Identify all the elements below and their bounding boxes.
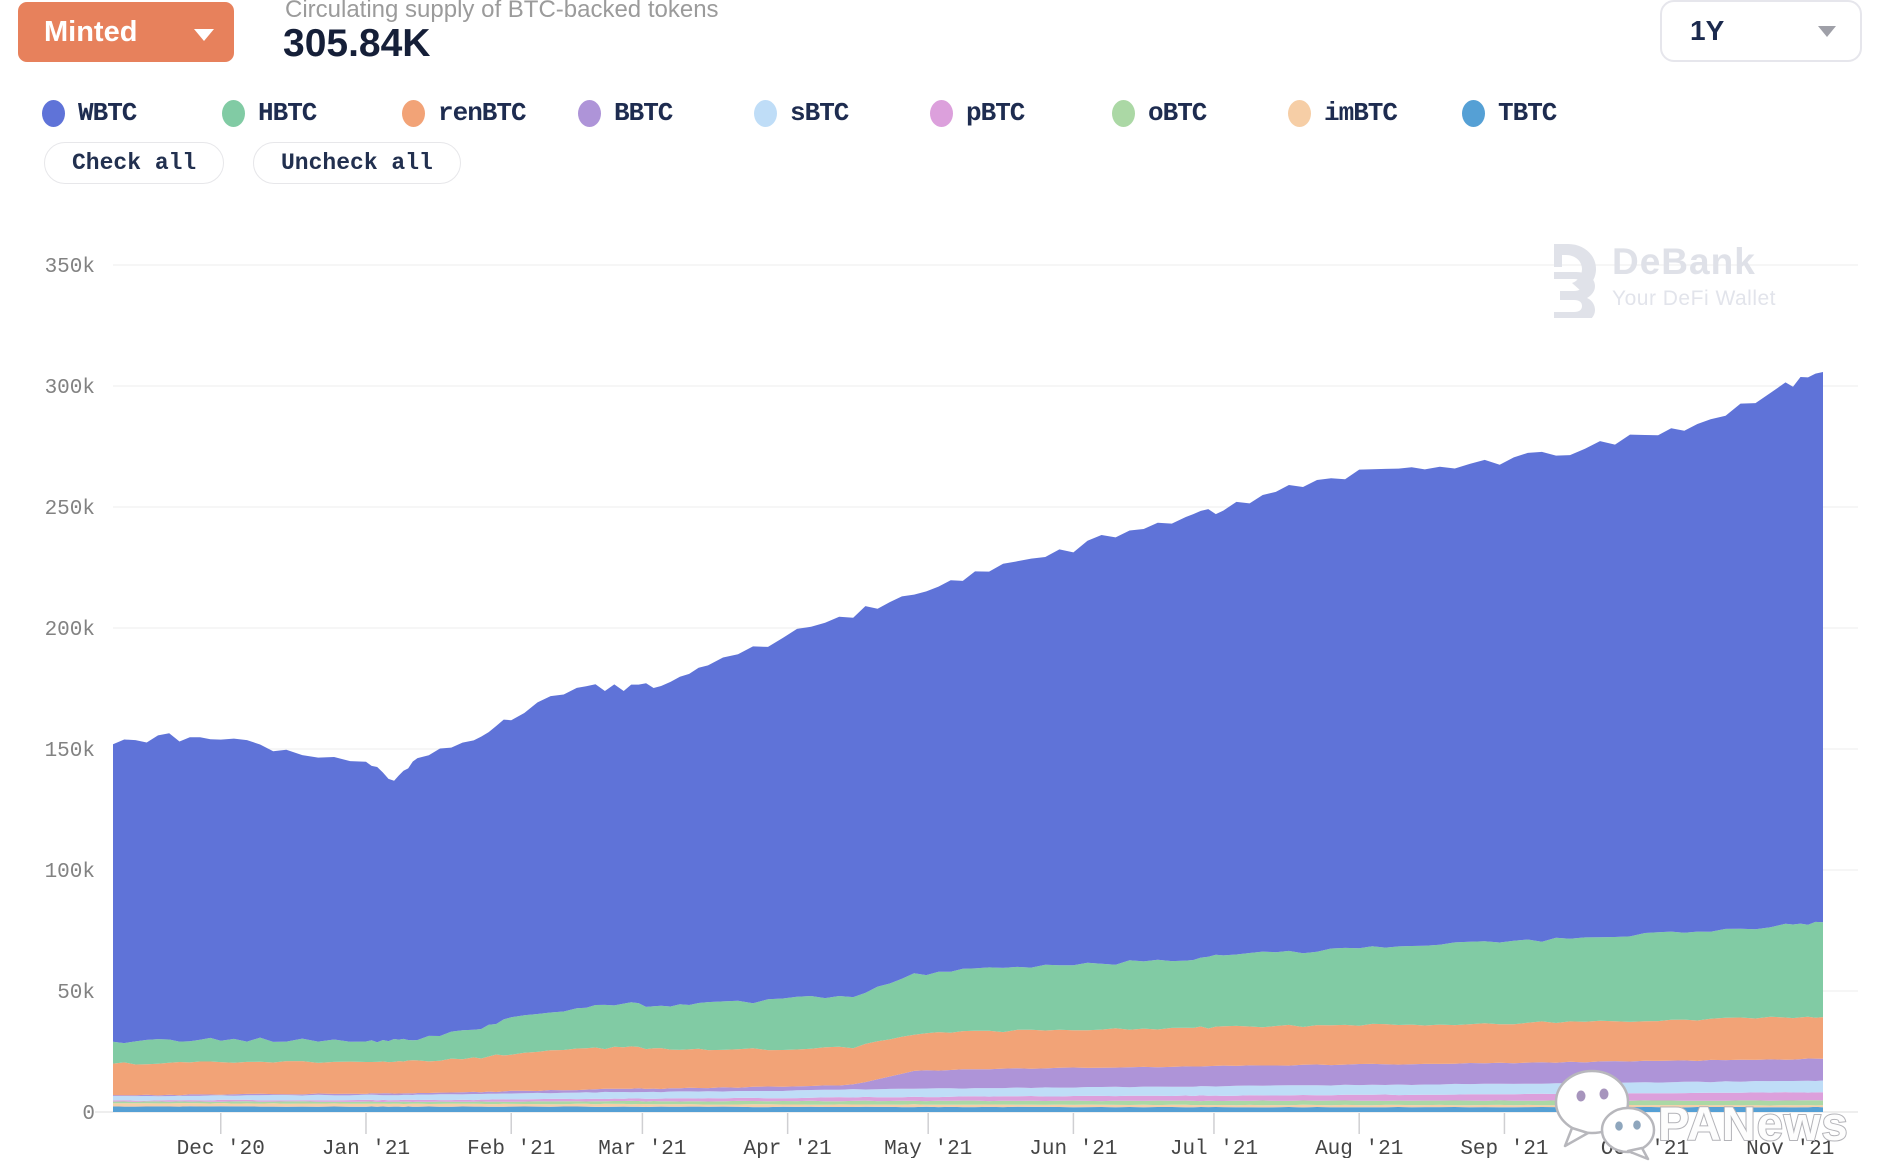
legend-dot-icon bbox=[930, 99, 953, 127]
x-tick-label: Apr '21 bbox=[744, 1138, 832, 1158]
y-tick-label: 300k bbox=[45, 377, 95, 400]
legend-dot-icon bbox=[222, 99, 245, 127]
legend-item-obtc[interactable]: oBTC bbox=[1112, 92, 1207, 134]
debank-watermark: DeBank Your DeFi Wallet bbox=[1546, 241, 1777, 318]
debank-subtitle: Your DeFi Wallet bbox=[1612, 287, 1777, 310]
y-tick-label: 200k bbox=[45, 619, 95, 642]
uncheck-all-button[interactable]: Uncheck all bbox=[253, 142, 461, 184]
panews-watermark-text: PANews bbox=[1658, 1097, 1849, 1150]
legend-dot-icon bbox=[1462, 99, 1485, 127]
legend-item-pbtc[interactable]: pBTC bbox=[930, 92, 1025, 134]
x-tick-label: Dec '20 bbox=[177, 1138, 265, 1158]
legend-dot-icon bbox=[754, 99, 777, 127]
wechat-icon bbox=[1554, 1069, 1656, 1161]
legend-item-label: HBTC bbox=[258, 98, 317, 128]
debank-logo-icon bbox=[1554, 244, 1596, 318]
y-tick-label: 50k bbox=[57, 982, 95, 1005]
legend-item-label: TBTC bbox=[1498, 98, 1557, 128]
x-tick-label: Aug '21 bbox=[1315, 1138, 1403, 1158]
x-tick-label: Sep '21 bbox=[1460, 1138, 1548, 1158]
area-HBTC bbox=[113, 921, 1823, 1065]
area-WBTC bbox=[113, 372, 1823, 1044]
x-tick-label: Jun '21 bbox=[1029, 1138, 1117, 1158]
metric-dropdown-label: Minted bbox=[44, 15, 138, 48]
area-pBTC bbox=[113, 1092, 1823, 1102]
legend-item-sbtc[interactable]: sBTC bbox=[754, 92, 849, 134]
legend-item-imbtc[interactable]: imBTC bbox=[1288, 92, 1398, 134]
x-tick-label: Mar '21 bbox=[598, 1138, 686, 1158]
area-oBTC bbox=[113, 1100, 1823, 1106]
legend-item-label: sBTC bbox=[790, 98, 849, 128]
legend-item-label: renBTC bbox=[438, 98, 527, 128]
legend-dot-icon bbox=[402, 99, 425, 127]
legend-item-label: oBTC bbox=[1148, 98, 1207, 128]
legend-item-label: BBTC bbox=[614, 98, 673, 128]
legend-item-label: pBTC bbox=[966, 98, 1025, 128]
x-tick-label: Jul '21 bbox=[1170, 1138, 1258, 1158]
y-tick-label: 100k bbox=[45, 861, 95, 884]
legend-item-wbtc[interactable]: WBTC bbox=[42, 92, 137, 134]
dropdown-arrow-icon bbox=[1818, 26, 1836, 46]
debank-title: DeBank bbox=[1612, 241, 1756, 282]
total-value: 305.84K bbox=[283, 22, 431, 65]
range-dropdown-value: 1Y bbox=[1690, 15, 1725, 46]
x-tick-label: May '21 bbox=[884, 1138, 972, 1158]
legend-dot-icon bbox=[1112, 99, 1135, 127]
y-tick-label: 250k bbox=[45, 498, 95, 521]
legend-dot-icon bbox=[578, 99, 601, 127]
legend-item-bbtc[interactable]: BBTC bbox=[578, 92, 673, 134]
legend-item-renbtc[interactable]: renBTC bbox=[402, 92, 527, 134]
x-tick-label: Jan '21 bbox=[322, 1138, 410, 1158]
legend-item-label: WBTC bbox=[78, 98, 137, 128]
area-BBTC bbox=[113, 1058, 1823, 1097]
legend-dot-icon bbox=[42, 99, 65, 127]
legend-dot-icon bbox=[1288, 99, 1311, 127]
area-sBTC bbox=[113, 1080, 1823, 1101]
y-tick-label: 0 bbox=[82, 1103, 95, 1126]
x-tick-label: Nov '21 bbox=[1746, 1138, 1834, 1158]
legend-item-tbtc[interactable]: TBTC bbox=[1462, 92, 1557, 134]
dropdown-arrow-icon bbox=[194, 29, 214, 51]
legend-item-hbtc[interactable]: HBTC bbox=[222, 92, 317, 134]
x-tick-label: Feb '21 bbox=[467, 1138, 555, 1158]
debank-watermark-text: DeBank Your DeFi Wallet bbox=[1612, 241, 1777, 311]
area-TBTC bbox=[113, 1106, 1823, 1112]
legend-item-label: imBTC bbox=[1324, 98, 1398, 128]
check-all-button[interactable]: Check all bbox=[44, 142, 225, 184]
y-tick-label: 350k bbox=[45, 256, 95, 279]
panews-watermark: PANews bbox=[1548, 1066, 1858, 1166]
metric-dropdown[interactable]: Minted bbox=[18, 2, 234, 62]
chart-subtitle: Circulating supply of BTC-backed tokens bbox=[285, 0, 719, 23]
area-renBTC bbox=[113, 1016, 1823, 1096]
area-imBTC bbox=[113, 1103, 1823, 1108]
range-dropdown[interactable]: 1Y bbox=[1660, 0, 1862, 62]
y-tick-label: 150k bbox=[45, 740, 95, 763]
